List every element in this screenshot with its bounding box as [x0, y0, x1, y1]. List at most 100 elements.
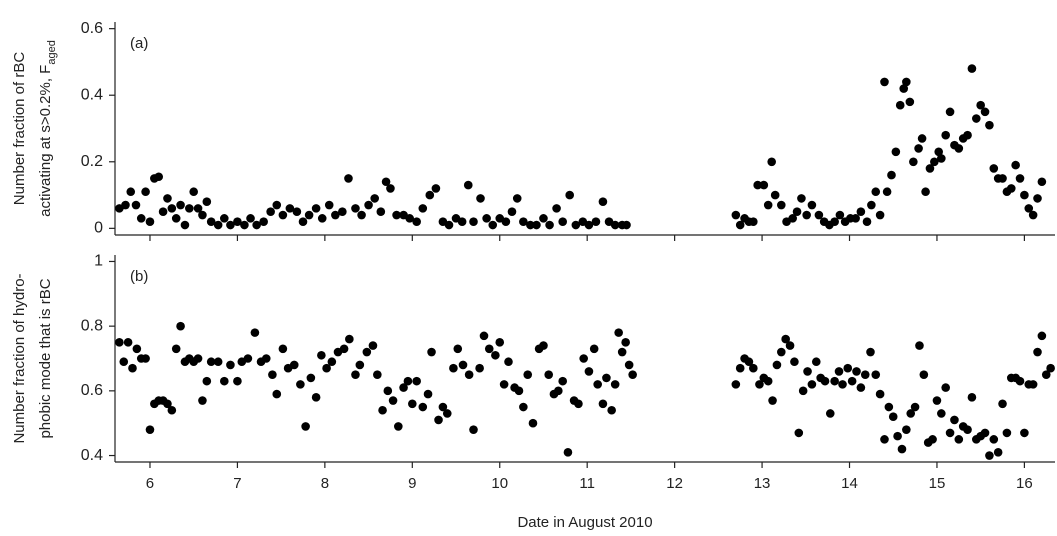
data-point — [967, 393, 977, 402]
data-point — [121, 200, 130, 210]
data-point — [453, 344, 463, 354]
panel-label: (b) — [130, 268, 148, 285]
data-point — [482, 214, 491, 223]
x-tick-label: 10 — [491, 475, 508, 492]
data-point — [941, 383, 950, 392]
data-point — [558, 376, 568, 386]
data-point — [887, 170, 896, 180]
x-axis-label: Date in August 2010 — [517, 514, 652, 531]
data-point — [882, 187, 892, 197]
data-point — [261, 354, 271, 363]
data-point — [914, 144, 923, 153]
data-point — [240, 220, 249, 230]
data-point — [499, 380, 509, 389]
data-point — [431, 184, 441, 193]
data-point — [171, 214, 181, 223]
data-point — [495, 338, 505, 347]
data-point — [785, 341, 795, 350]
data-point — [749, 217, 758, 226]
data-point — [528, 418, 538, 428]
data-point — [311, 204, 321, 213]
data-point — [814, 210, 824, 220]
data-point — [355, 360, 365, 370]
data-point — [1015, 376, 1025, 386]
y-tick-label: 0.2 — [81, 153, 103, 170]
data-point — [930, 157, 939, 167]
data-point — [427, 347, 436, 357]
data-point — [351, 204, 360, 213]
data-point — [584, 367, 594, 376]
x-tick-label: 16 — [1016, 475, 1033, 492]
data-point — [993, 447, 1003, 457]
data-point — [628, 370, 637, 379]
data-point — [735, 363, 745, 373]
data-point — [202, 197, 212, 207]
data-point — [388, 396, 398, 405]
data-point — [408, 399, 417, 409]
data-point — [128, 363, 137, 373]
data-point — [193, 204, 203, 213]
data-point — [825, 409, 835, 418]
x-tick-label: 12 — [666, 475, 683, 492]
data-point — [880, 77, 889, 87]
data-point — [770, 190, 780, 200]
x-tick-label: 11 — [579, 475, 595, 492]
data-point — [458, 360, 468, 370]
data-point — [272, 389, 282, 399]
data-point — [131, 200, 141, 210]
data-point — [558, 217, 568, 226]
data-point — [838, 380, 847, 389]
data-point — [963, 130, 972, 140]
data-point — [484, 344, 494, 354]
data-point — [905, 97, 915, 107]
data-point — [1024, 204, 1034, 213]
data-point — [755, 380, 764, 389]
data-point — [749, 363, 758, 373]
data-point — [386, 184, 395, 193]
data-point — [272, 200, 282, 210]
x-tick-label: 7 — [233, 475, 241, 492]
data-point — [998, 174, 1007, 183]
data-point — [399, 383, 408, 392]
data-point — [937, 154, 946, 163]
data-point — [167, 204, 177, 213]
data-point — [368, 341, 378, 350]
data-point — [296, 380, 305, 389]
data-point — [941, 130, 950, 140]
data-point — [798, 386, 808, 396]
data-point — [1002, 428, 1012, 438]
data-point — [463, 180, 473, 190]
data-point — [189, 187, 198, 197]
data-point — [794, 428, 804, 438]
data-point — [980, 107, 990, 117]
data-point — [584, 220, 594, 230]
data-point — [202, 376, 212, 386]
data-point — [610, 380, 620, 389]
data-point — [875, 210, 885, 220]
data-point — [476, 194, 485, 203]
data-point — [1015, 174, 1025, 183]
data-point — [866, 347, 875, 357]
data-point — [198, 396, 207, 405]
data-point — [523, 370, 533, 379]
data-point — [268, 370, 277, 379]
data-point — [891, 147, 901, 157]
data-point — [292, 207, 302, 217]
data-point — [345, 334, 354, 344]
data-point — [574, 399, 583, 409]
data-point — [847, 376, 857, 386]
data-point — [119, 357, 129, 367]
data-point — [928, 435, 937, 444]
data-point — [945, 107, 955, 117]
data-point — [504, 357, 513, 367]
y-tick-label: 0 — [94, 220, 103, 237]
data-point — [753, 180, 762, 190]
data-point — [544, 370, 554, 379]
data-point — [405, 214, 414, 223]
y-tick-label: 0.8 — [81, 317, 103, 334]
data-point — [807, 380, 817, 389]
data-point — [464, 370, 474, 379]
data-point — [163, 194, 172, 203]
y-axis-label: Number fraction of hydro-phobic mode tha… — [11, 273, 54, 443]
